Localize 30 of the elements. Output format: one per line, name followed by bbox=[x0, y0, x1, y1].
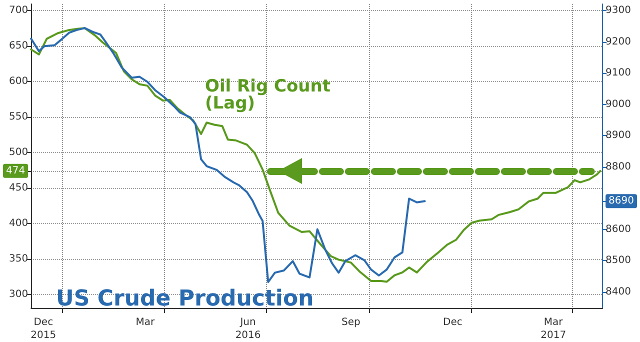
y2-tick-label: 9000 bbox=[606, 98, 632, 110]
y-tick-label: 400 bbox=[8, 218, 28, 229]
line-series bbox=[30, 27, 602, 283]
y-tick-label: 500 bbox=[8, 146, 28, 158]
x-tick-label: Jun 2016 bbox=[235, 317, 261, 341]
line-series bbox=[30, 27, 426, 284]
y-tick-label: 474 bbox=[6, 165, 26, 176]
y2-tick-label: 8690 bbox=[608, 196, 634, 207]
y2-tick-label: 8400 bbox=[606, 286, 632, 298]
series-label: US Crude Production bbox=[56, 286, 314, 312]
y-tick-label: 650 bbox=[8, 40, 28, 52]
y-tick-label: 300 bbox=[8, 289, 28, 300]
x-tick-label: Mar 2017 bbox=[540, 317, 566, 341]
y2-tick-label: 8800 bbox=[606, 161, 632, 172]
x-tick-label: Mar bbox=[136, 317, 156, 328]
y2-tick-label: 9200 bbox=[606, 36, 632, 48]
y2-tick-label: 8900 bbox=[606, 130, 632, 142]
y-tick-label: 350 bbox=[8, 253, 28, 264]
series-label: Oil Rig Count (Lag) bbox=[205, 76, 331, 114]
y2-tick-label: 8500 bbox=[606, 255, 632, 266]
y-tick-label: 450 bbox=[8, 182, 28, 194]
y2-tick-label: 9300 bbox=[606, 5, 632, 16]
x-tick-label: Dec 2015 bbox=[30, 317, 56, 341]
x-tick-label: Dec bbox=[443, 317, 462, 328]
y2-tick-label: 8600 bbox=[606, 224, 632, 235]
y-tick-label: 550 bbox=[8, 111, 28, 122]
y-tick-label: 600 bbox=[8, 76, 28, 87]
y-tick-label: 700 bbox=[8, 4, 28, 16]
x-tick-label: Sep bbox=[342, 317, 360, 328]
y2-tick-label: 9100 bbox=[606, 68, 632, 79]
